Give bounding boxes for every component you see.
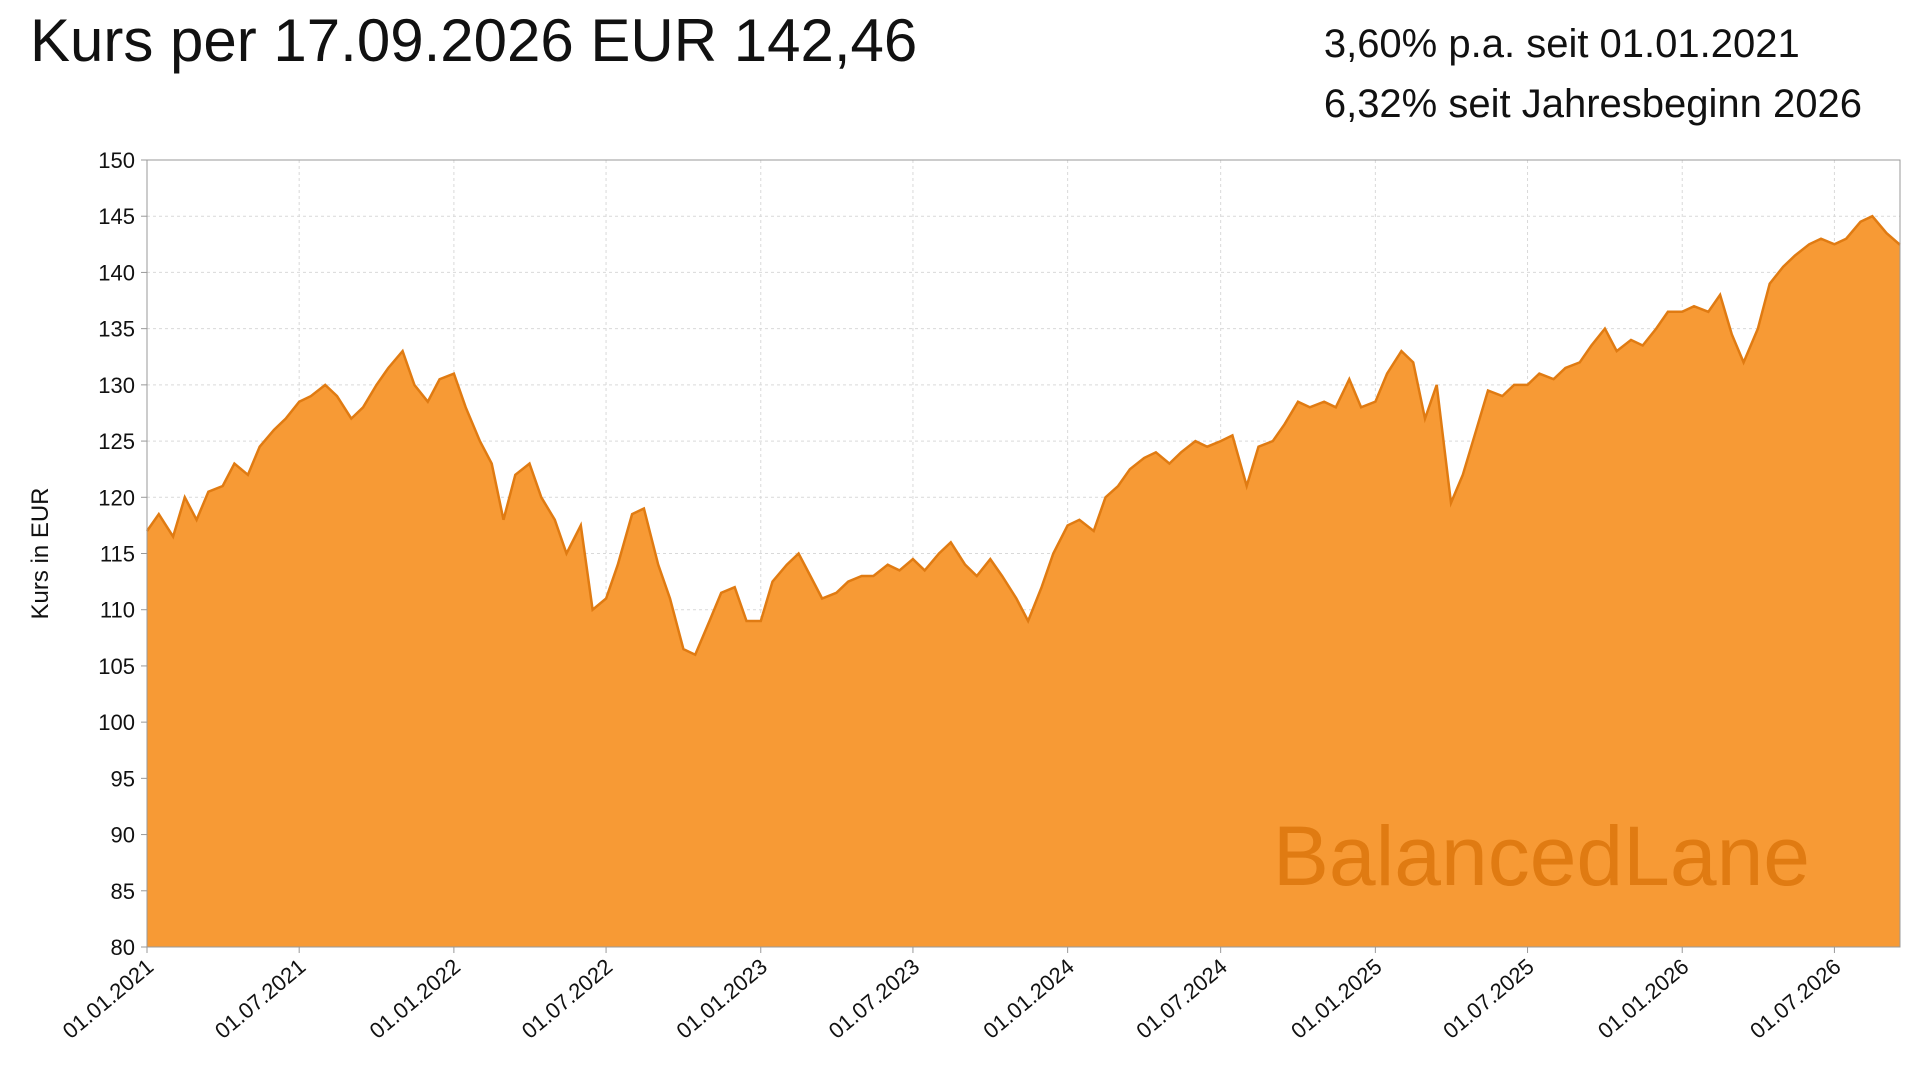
x-tick-label: 01.07.2022 bbox=[517, 954, 617, 1044]
y-tick-label: 110 bbox=[100, 598, 135, 623]
y-axis-label: Kurs in EUR bbox=[27, 487, 54, 619]
y-tick-label: 120 bbox=[98, 485, 135, 510]
y-tick-label: 115 bbox=[100, 542, 135, 567]
x-tick-label: 01.01.2022 bbox=[365, 954, 465, 1044]
y-axis: 80 85 90 95 100 105 110 115 120 125 130 135 140 145 15… bbox=[98, 148, 147, 960]
x-tick-label: 01.01.2025 bbox=[1286, 954, 1386, 1044]
x-axis: 01.01.2021 01.07.2021 01.01.2022 01.07.2022… bbox=[58, 947, 1846, 1044]
x-tick-label: 01.01.2021 bbox=[58, 954, 158, 1044]
x-tick-label: 01.07.2021 bbox=[210, 954, 310, 1044]
y-tick-label: 100 bbox=[98, 710, 135, 735]
x-tick-label: 01.07.2025 bbox=[1438, 954, 1538, 1044]
x-tick-label: 01.07.2024 bbox=[1131, 954, 1231, 1044]
y-tick-label: 140 bbox=[98, 260, 135, 285]
y-tick-label: 135 bbox=[98, 317, 135, 342]
y-tick-label: 90 bbox=[111, 823, 135, 848]
annual-return-stat: 3,60% p.a. seit 01.01.2021 bbox=[1323, 22, 1800, 66]
y-tick-label: 95 bbox=[111, 766, 135, 791]
y-tick-label: 105 bbox=[98, 654, 135, 679]
price-line bbox=[145, 214, 1901, 657]
watermark: BalancedLane bbox=[1273, 809, 1810, 903]
y-tick-label: 125 bbox=[98, 429, 135, 454]
y-tick-label: 80 bbox=[111, 935, 135, 960]
x-tick-label: 01.01.2026 bbox=[1593, 954, 1693, 1044]
x-tick-label: 01.07.2023 bbox=[824, 954, 924, 1044]
y-tick-label: 150 bbox=[98, 148, 135, 173]
price-area bbox=[147, 216, 1900, 947]
performance-stats: 3,60% p.a. seit 01.01.2021 6,32% seit Ja… bbox=[1324, 14, 1862, 134]
ytd-return-stat: 6,32% seit Jahresbeginn 2026 bbox=[1323, 82, 1862, 126]
x-tick-label: 01.01.2023 bbox=[672, 954, 772, 1044]
page-title: Kurs per 17.09.2026 EUR 142,46 bbox=[30, 7, 918, 74]
y-tick-label: 145 bbox=[98, 204, 135, 229]
x-tick-label: 01.07.2026 bbox=[1745, 954, 1845, 1044]
y-tick-label: 130 bbox=[98, 373, 135, 398]
x-tick-label: 01.01.2024 bbox=[978, 954, 1078, 1044]
y-tick-label: 85 bbox=[111, 879, 135, 904]
